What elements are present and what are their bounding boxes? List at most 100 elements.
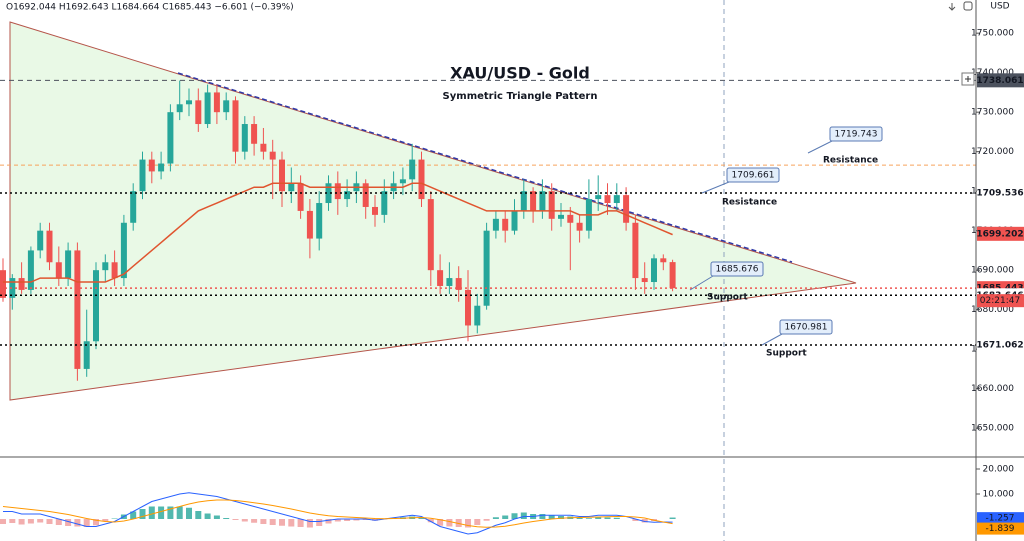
candle-body [558,214,564,219]
callout-box [726,167,780,183]
candle-body [502,218,509,231]
scroll-icon[interactable] [948,3,956,11]
callout-leader [689,275,714,291]
macd-histogram-bar [492,517,499,519]
macd-histogram-bar [539,514,546,519]
macd-histogram-bar [139,509,146,519]
callout-box [710,261,764,277]
macd-histogram-bar [344,519,351,521]
macd-histogram-bar [186,507,192,519]
macd-histogram-bar [223,518,230,519]
settings-icon[interactable] [963,1,973,11]
candle-body [455,278,462,290]
macd-histogram-bar [65,519,72,526]
macd-histogram-bar [595,517,602,519]
candle-body [130,191,137,223]
macd-histogram-bar [558,516,564,519]
candle-body [55,262,62,279]
macd-y-tick-label: 10.000 [983,490,1015,500]
macd-histogram-bar [474,519,481,525]
candle-body [595,195,602,200]
macd-histogram-bar [27,519,34,524]
candle-body [139,159,146,192]
macd-histogram-bar [148,506,155,519]
plus-icon[interactable] [965,76,971,82]
candle-body [195,100,202,125]
macd-badge-label: -1.839 [985,524,1014,534]
candle-body [111,262,118,279]
candle-body [669,262,676,289]
candle-body [567,214,574,223]
candle-body [362,183,369,207]
callout-value: 1719.743 [835,130,878,140]
candle-body [269,151,276,160]
callout-text: Support [707,293,748,303]
callout-text: Resistance [823,156,878,166]
price-badge-label: 1709.536 [976,189,1023,199]
macd-histogram-bar [520,512,527,519]
macd-histogram-bar [204,513,211,519]
y-tick-label: 1690.000 [971,266,1014,276]
candle-body [158,163,165,172]
candle-body [102,262,109,271]
add-alert-button[interactable] [961,72,975,86]
callout-box [829,126,883,142]
callout-value: 1670.981 [785,323,828,333]
macd-histogram-bar [74,519,81,527]
candle-body [204,92,211,125]
candle-body [520,191,527,211]
candle-body [232,100,239,152]
currency-label: USD [990,2,1009,12]
macd-histogram-bar [465,519,471,528]
macd-histogram-bar [316,519,323,526]
macd-histogram-bar [418,518,425,519]
candle-body [651,258,657,283]
candle-body [288,183,295,192]
candle-body [511,210,518,231]
macd-histogram-bar [232,519,239,520]
macd-histogram-bar [241,519,248,522]
y-tick-label: 1680.000 [971,305,1014,315]
y-tick-label: 1650.000 [971,424,1014,434]
macd-histogram-bar [437,519,444,526]
macd-histogram-bar [260,519,267,524]
countdown-label: 02:21:47 [980,296,1020,306]
candle-body [409,159,416,180]
y-tick-label: 1730.000 [971,108,1014,118]
candle-body [474,305,481,326]
candle-body [83,341,90,369]
candle-body [399,179,406,184]
macd-badge [977,522,1024,535]
macd-histogram-bar [130,511,137,519]
candle-body [260,143,267,152]
moving-average [3,182,673,283]
candle-body [74,250,81,369]
macd-histogram-bar [46,519,53,524]
candle-body [437,270,444,286]
candle-body [632,222,639,279]
y-tick-label: 1660.000 [971,384,1014,394]
macd-histogram-bar [18,519,25,525]
y-tick-label: 1740.000 [971,68,1014,78]
candle-body [241,124,248,152]
macd-histogram-bar [93,519,99,526]
candle-body [641,278,648,283]
price-badge [977,186,1024,201]
macd-histogram-bar [269,519,276,525]
macd-histogram-bar [613,517,620,519]
ohlc-legend: O1692.044 H1692.643 L1684.664 C1685.443 … [6,3,294,13]
macd-badge [977,512,1024,525]
callout-value: 1709.661 [732,171,775,181]
macd-histogram-bar [251,519,258,523]
macd-histogram-bar [297,519,304,527]
macd-histogram-bar [158,506,165,519]
macd-histogram-bar [548,515,555,519]
macd-histogram-bar [669,517,676,519]
candle-body [65,250,72,279]
macd-histogram-bar [213,515,220,519]
toolbar-icons[interactable] [948,1,973,11]
callout-box [779,319,833,335]
candle-body [548,191,555,219]
macd-histogram-bar [306,519,313,528]
macd-histogram-bar [641,519,648,523]
